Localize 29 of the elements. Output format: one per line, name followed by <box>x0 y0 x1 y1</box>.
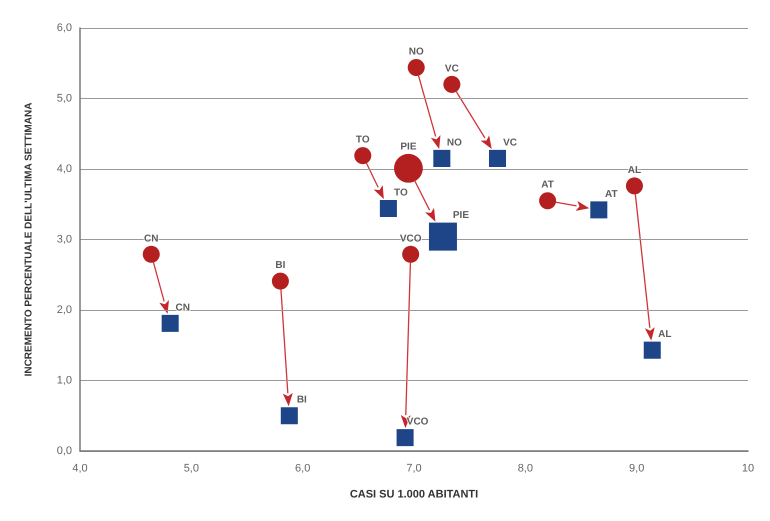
x-tick-label: 7,0 <box>406 462 422 474</box>
y-tick-label: 5,0 <box>56 92 72 104</box>
y-tick-label: 3,0 <box>56 234 72 246</box>
x-tick-label: 9,0 <box>629 462 644 474</box>
x-tick-label: 8,0 <box>518 462 533 474</box>
annotation: VC <box>444 63 459 74</box>
y-tick-label: 2,0 <box>56 304 72 316</box>
y-tick-label: 0,0 <box>56 445 72 457</box>
y-axis-title: INCREMENTO PERCENTUALE DELL'ULTIMA SETTIMANA <box>24 102 34 376</box>
annotation: TO <box>394 187 408 198</box>
y-tick-label: 4,0 <box>56 163 72 175</box>
annotation: BI <box>275 260 286 272</box>
x-axis-title: CASI SU 1.000 ABITANTI <box>350 488 478 500</box>
annotation: NO <box>446 137 462 148</box>
x-tick-label: 6,0 <box>295 462 310 474</box>
annotation: VC <box>503 137 517 148</box>
y-tick-label: 6,0 <box>56 22 72 34</box>
annotation: NO <box>408 46 424 58</box>
annotation: TO <box>356 134 370 146</box>
annotation: PIE <box>452 210 470 222</box>
x-tick-label: 4,0 <box>72 462 88 474</box>
annotation: AT <box>541 180 554 191</box>
annotation: BI <box>296 394 308 406</box>
annotation: AL <box>658 329 672 340</box>
x-tick-label: 10 <box>742 462 754 474</box>
annotation: PIE <box>400 141 417 152</box>
y-tick-label: 1,0 <box>56 374 72 386</box>
annotation: AT <box>605 188 618 200</box>
x-tick-label: 5,0 <box>184 462 199 474</box>
